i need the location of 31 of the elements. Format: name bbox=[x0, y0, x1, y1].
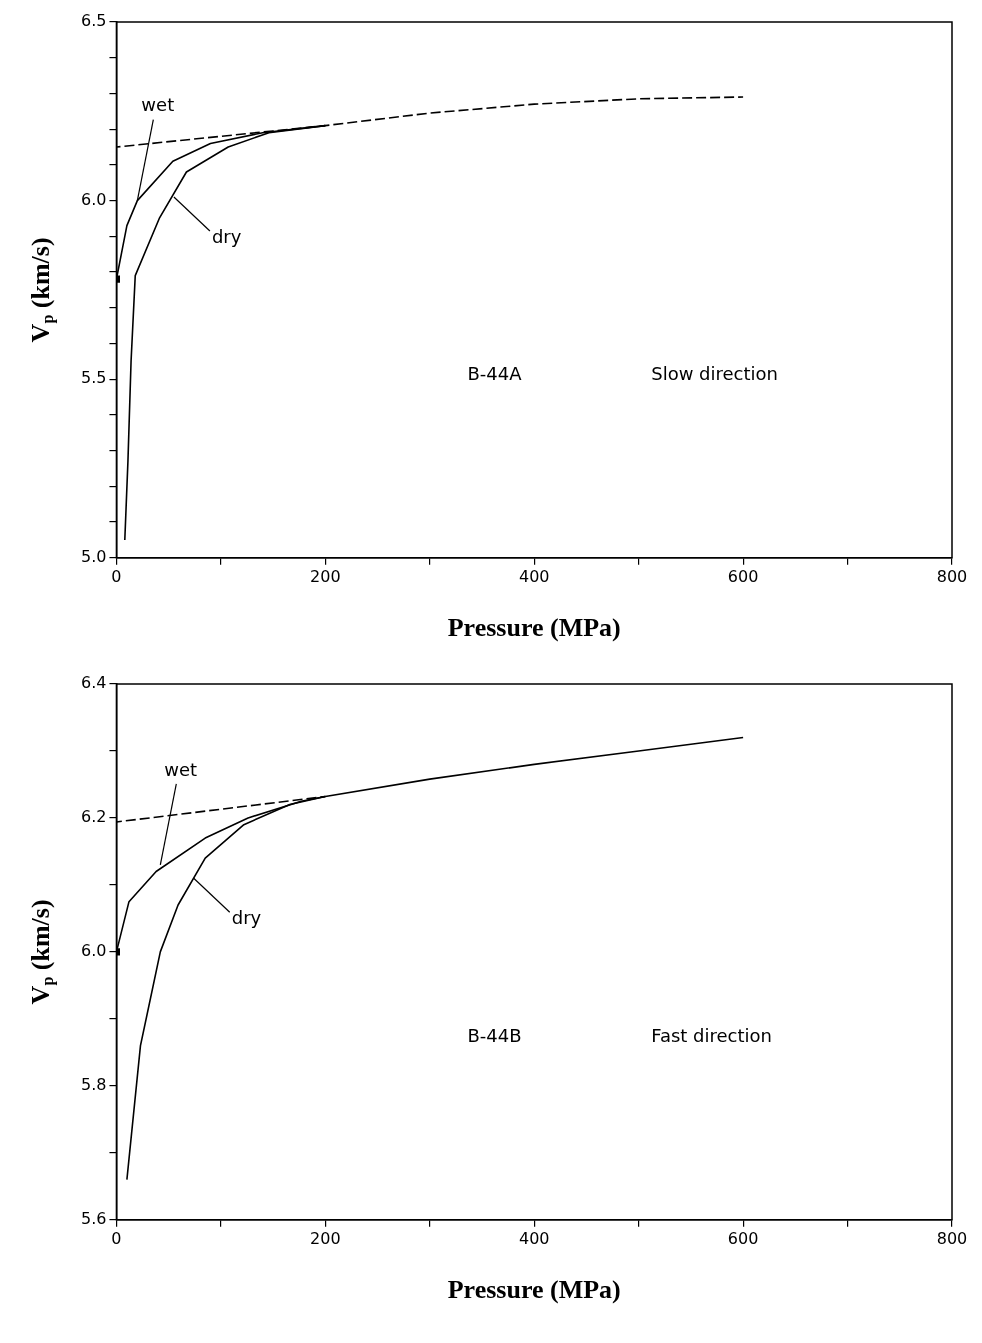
y-tick-label: 6.0 bbox=[80, 941, 107, 961]
annotation: dry bbox=[211, 225, 242, 247]
x-tick-label: 0 bbox=[111, 566, 122, 586]
annotation: Slow direction bbox=[651, 363, 778, 385]
y-tick-label: 5.6 bbox=[80, 1208, 107, 1228]
y-tick-label: 5.0 bbox=[80, 546, 107, 566]
y-axis-title: Vp (km/s) bbox=[25, 899, 58, 1005]
annotation: Fast direction bbox=[651, 1025, 772, 1047]
y-tick-label: 6.4 bbox=[80, 673, 107, 693]
x-tick-label: 0 bbox=[111, 1228, 122, 1248]
y-tick-label: 5.8 bbox=[80, 1075, 107, 1095]
y-tick-label: 5.5 bbox=[80, 368, 107, 388]
y-axis-title: Vp (km/s) bbox=[25, 237, 58, 343]
x-tick-label: 400 bbox=[518, 566, 550, 586]
y-tick-label: 6.5 bbox=[80, 11, 107, 31]
x-tick-label: 200 bbox=[310, 1228, 341, 1248]
annotation: B-44A bbox=[467, 363, 523, 385]
x-tick-label: 600 bbox=[727, 1228, 759, 1248]
annotation: wet bbox=[141, 94, 175, 116]
x-tick-label: 200 bbox=[310, 566, 341, 586]
y-tick-label: 6.2 bbox=[80, 807, 107, 827]
x-tick-label: 800 bbox=[936, 566, 968, 586]
x-axis-title: Pressure (MPa) bbox=[447, 612, 621, 642]
x-axis-title: Pressure (MPa) bbox=[447, 1274, 621, 1304]
x-tick-label: 400 bbox=[518, 1228, 550, 1248]
x-tick-label: 800 bbox=[936, 1228, 968, 1248]
annotation: dry bbox=[231, 906, 262, 928]
annotation: wet bbox=[164, 758, 198, 780]
y-tick-label: 6.0 bbox=[80, 189, 107, 209]
x-tick-label: 600 bbox=[727, 566, 759, 586]
annotation: B-44B bbox=[467, 1025, 522, 1047]
